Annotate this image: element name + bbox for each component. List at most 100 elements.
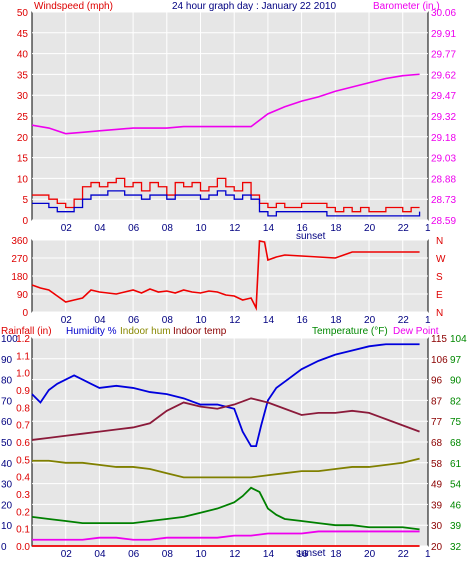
temperature-tick-label-b: 97 [450,355,462,366]
tick-labels: 02 04 06 08 10 12 14 16 18 20 22 102 04 06 08 10 12 14 16 1… [1,8,467,560]
x-tick-label: 08 [162,315,174,326]
barometer-tick-label: 28.73 [431,195,456,206]
temperature-tick-label-b: 61 [450,459,462,470]
barometer-tick-label: 28.59 [431,216,456,227]
temperature-tick-label-a: 68 [431,438,443,449]
temperature-tick-label-b: 46 [450,500,462,511]
windspeed-axis-title: Windspeed (mph) [34,1,113,12]
x-tick-label: 20 [364,549,376,559]
direction-compass-tick: E [436,290,443,301]
humidity-tick-label: 20 [1,500,13,511]
windspeed-tick-label: 25 [17,112,29,123]
direction-compass-tick: N [436,308,443,319]
x-tick-label: 14 [263,223,275,234]
windspeed-tick-label: 50 [17,8,29,19]
barometer-tick-label: 28.88 [431,174,456,185]
humidity-tick-label: 70 [1,396,13,407]
rain-tick-label: 0.6 [16,438,30,449]
x-tick-label: 22 [398,315,410,326]
rain-tick-label: 0.3 [16,490,30,501]
humidity-tick-label: 100 [1,334,18,345]
sunset-label-bottom: sunset [296,548,326,559]
barometer-tick-label: 29.47 [431,91,456,102]
rain-tick-label: 0.1 [16,525,30,536]
temperature-tick-label-a: 58 [431,459,443,470]
temperature-tick-label-a: 96 [431,376,443,387]
windspeed-tick-label: 20 [17,133,29,144]
rain-tick-label: 0.2 [16,507,30,518]
direction-degree-tick: 270 [11,254,28,265]
humidity-tick-label: 80 [1,376,13,387]
x-tick-label: 10 [196,549,208,559]
temperature-tick-label-a: 49 [431,480,443,491]
grid-lines [32,11,428,547]
windspeed-tick-label: 45 [17,29,29,40]
x-tick-label: 10 [196,223,208,234]
temperature-tick-label-b: 68 [450,438,462,449]
humidity-tick-label: 90 [1,355,13,366]
windspeed-tick-label: 40 [17,50,29,61]
temperature-tick-label-a: 39 [431,500,443,511]
x-tick-label: 04 [94,223,106,234]
temperature-tick-label-a: 106 [431,355,448,366]
x-tick-label: 14 [263,315,275,326]
rain-tick-label: 0.9 [16,386,30,397]
rainfall-axis-title: Rainfall (in) [1,326,52,337]
barometer-tick-label: 29.62 [431,70,456,81]
series-line-windspeed-mph- [32,177,420,213]
windspeed-tick-label: 35 [17,70,29,81]
humidity-tick-label: 10 [1,521,13,532]
rain-tick-label: 0.0 [16,542,30,553]
rain-tick-label: 0.7 [16,421,30,432]
direction-compass-tick: W [436,254,446,265]
barometer-tick-label: 29.77 [431,50,456,61]
x-tick-label: 04 [94,315,106,326]
sunset-label-top: sunset [296,231,326,242]
windspeed-tick-label: 30 [17,91,29,102]
series-line-wind-avg [32,190,421,217]
x-tick-label: 14 [263,549,275,559]
windspeed-tick-label: 15 [17,154,29,165]
temperature-tick-label-a: 20 [431,542,443,553]
temperature-legend: Temperature (°F) [312,326,388,337]
temperature-tick-label-a: 30 [431,521,443,532]
x-tick-label: 02 [61,223,73,234]
temperature-tick-label-b: 75 [450,417,462,428]
x-tick-label: 02 [61,549,73,559]
barometer-tick-label: 29.03 [431,154,456,165]
indoor-hum-legend: Indoor hum [120,326,171,337]
direction-degree-tick: 90 [17,290,29,301]
barometer-tick-label: 30.06 [431,8,456,19]
x-tick-label: 22 [398,549,410,559]
humidity-tick-label: 60 [1,417,13,428]
temperature-tick-label-a: 87 [431,396,443,407]
chart-title: 24 hour graph day : January 22 2010 [172,1,336,12]
direction-compass-tick: N [436,236,443,247]
dew-point-legend: Dew Point [393,326,439,337]
windspeed-tick-label: 0 [22,216,28,227]
rain-tick-label: 0.5 [16,455,30,466]
x-tick-label: 08 [162,549,174,559]
series-line-dew-point [32,530,420,541]
x-tick-label: 22 [398,223,410,234]
x-tick-label: 12 [229,223,241,234]
series-lines [31,73,421,547]
humidity-tick-label: 30 [1,480,13,491]
temperature-tick-label-b: 82 [450,396,462,407]
indoor-temp-legend: Indoor temp [173,326,227,337]
x-tick-label: 16 [297,223,309,234]
temperature-tick-label-b: 104 [450,334,467,345]
direction-degree-tick: 360 [11,236,28,247]
barometer-tick-label: 29.91 [431,29,456,40]
x-tick-label: 08 [162,223,174,234]
x-tick-label: 10 [196,315,208,326]
x-tick-label: 12 [229,549,241,559]
x-tick-label: 18 [330,223,342,234]
direction-degree-tick: 180 [11,272,28,283]
x-tick-label: 04 [94,549,106,559]
temperature-tick-label-b: 39 [450,521,462,532]
humidity-tick-label: 40 [1,459,13,470]
windspeed-tick-label: 5 [22,195,28,206]
x-tick-label: 02 [61,315,73,326]
